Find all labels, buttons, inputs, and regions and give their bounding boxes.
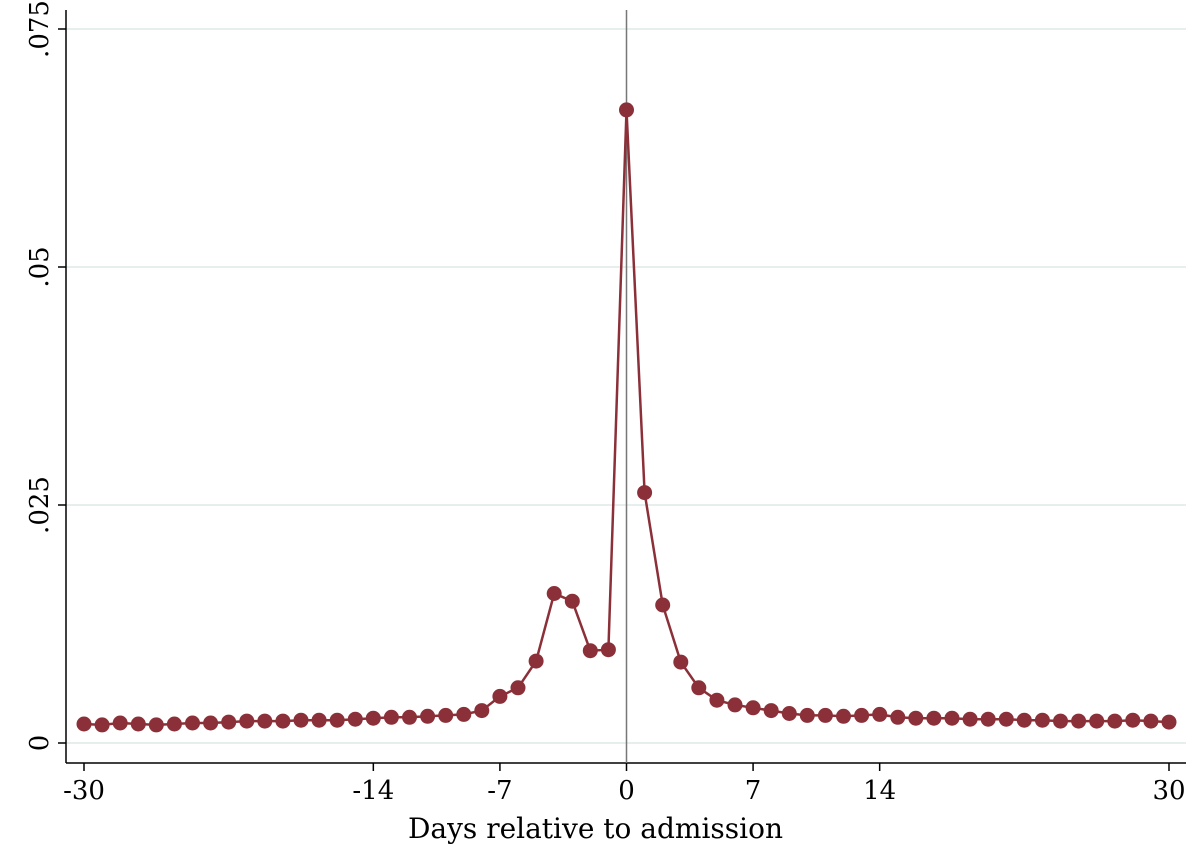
data-point (95, 717, 110, 732)
x-axis-ticks: -30 -14 -7 0 7 14 30 (63, 763, 1185, 806)
data-point (637, 485, 652, 500)
data-point (854, 708, 869, 723)
data-point (872, 707, 887, 722)
data-point (926, 711, 941, 726)
y-tick-label: 0 (25, 735, 55, 752)
data-point (746, 700, 761, 715)
data-point (312, 713, 327, 728)
x-tick-label: 7 (745, 776, 762, 806)
data-point (1053, 714, 1068, 729)
x-tick-label: 14 (863, 776, 896, 806)
data-point (782, 706, 797, 721)
data-point (673, 655, 688, 670)
y-tick-label: .025 (25, 476, 55, 534)
x-tick-label: -14 (352, 776, 394, 806)
data-point (601, 642, 616, 657)
data-point (420, 709, 435, 724)
data-point (456, 707, 471, 722)
data-point (492, 689, 507, 704)
x-axis-title: Days relative to admission (408, 812, 783, 845)
data-point (800, 708, 815, 723)
data-point (836, 709, 851, 724)
data-point (999, 712, 1014, 727)
data-point (1089, 714, 1104, 729)
data-point (764, 703, 779, 718)
data-point (167, 717, 182, 732)
x-tick-label: 30 (1152, 776, 1185, 806)
data-point (366, 711, 381, 726)
x-tick-label: 0 (618, 776, 635, 806)
data-point (691, 680, 706, 695)
data-point (149, 717, 164, 732)
data-point (221, 715, 236, 730)
data-point (203, 716, 218, 731)
data-point (113, 716, 128, 731)
data-point (547, 586, 562, 601)
y-axis-ticks: 0 .025 .05 .075 (25, 0, 66, 751)
data-point (402, 710, 417, 725)
data-point (709, 693, 724, 708)
data-point (529, 654, 544, 669)
data-point (257, 714, 272, 729)
data-point (1035, 713, 1050, 728)
data-point (565, 594, 580, 609)
data-point (963, 712, 978, 727)
data-point (77, 717, 92, 732)
data-point (619, 102, 634, 117)
data-point (981, 712, 996, 727)
data-point (384, 710, 399, 725)
data-point (1107, 714, 1122, 729)
x-tick-label: -7 (487, 776, 512, 806)
data-point (890, 710, 905, 725)
y-tick-label: .05 (25, 246, 55, 287)
data-point (908, 711, 923, 726)
data-point (728, 697, 743, 712)
data-point (1143, 714, 1158, 729)
data-point (511, 680, 526, 695)
data-point (1162, 715, 1177, 730)
data-point (945, 711, 960, 726)
data-point (1125, 713, 1140, 728)
data-point (1017, 713, 1032, 728)
y-tick-label: .075 (25, 0, 55, 58)
data-point (131, 717, 146, 732)
data-point (348, 712, 363, 727)
x-tick-label: -30 (63, 776, 105, 806)
data-point (583, 643, 598, 658)
data-point (655, 598, 670, 613)
data-point (275, 714, 290, 729)
data-point (438, 708, 453, 723)
data-point (239, 714, 254, 729)
data-point (294, 713, 309, 728)
data-point (1071, 714, 1086, 729)
data-point (330, 713, 345, 728)
data-point (474, 703, 489, 718)
data-point (818, 708, 833, 723)
data-point (185, 716, 200, 731)
